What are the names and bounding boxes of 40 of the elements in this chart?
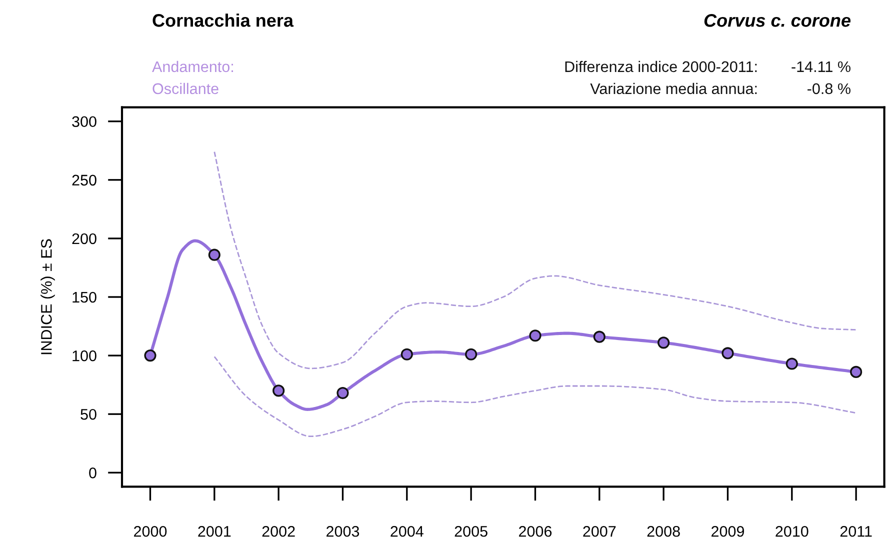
y-axis-title: INDICE (%) ± ES [40,239,55,354]
y-tick-label: 50 [80,408,96,420]
text: Variazione media annua: [590,82,757,94]
point [722,347,734,360]
point [144,350,156,362]
point [850,366,862,378]
point [786,358,798,370]
text: Andamento: [152,60,233,72]
point [465,348,478,360]
x-tick-label: 2005 [454,526,488,537]
y-tick-label: 300 [72,116,96,128]
text: -0.8 % [808,83,850,94]
x-tick-label: 2002 [262,526,295,537]
point [658,336,670,349]
x-tick-label: 2011 [840,526,872,537]
point [336,386,349,400]
y-tick-label: 0 [89,468,96,478]
point [208,248,220,261]
x-tick-label: 2000 [134,526,167,537]
x-tick-label: 2009 [712,526,744,537]
x-tick-label: 2006 [519,526,552,537]
x-tick-label: 2004 [390,526,424,537]
point [272,384,285,397]
y-tick-label: 250 [72,174,96,186]
text: -14.11 % [792,61,850,72]
point [529,330,542,342]
x-tick-label: 2007 [583,526,616,537]
point [593,330,606,343]
y-tick-label: 200 [72,233,96,244]
x-tick-label: 2008 [647,526,680,537]
x-tick-label: 2001 [198,526,231,537]
text: Differenza indice 2000-2011: [565,60,757,72]
text: Oscillante [152,82,218,94]
y-tick-label: 150 [72,292,96,303]
x-tick-label: 2010 [776,526,808,537]
x-tick-label: 2003 [326,526,360,537]
chart-subtitle: Corvus c. corone [704,14,851,27]
y-tick-label: 100 [72,350,96,362]
point [400,348,413,360]
chart-title: Cornacchia nera [152,14,294,27]
